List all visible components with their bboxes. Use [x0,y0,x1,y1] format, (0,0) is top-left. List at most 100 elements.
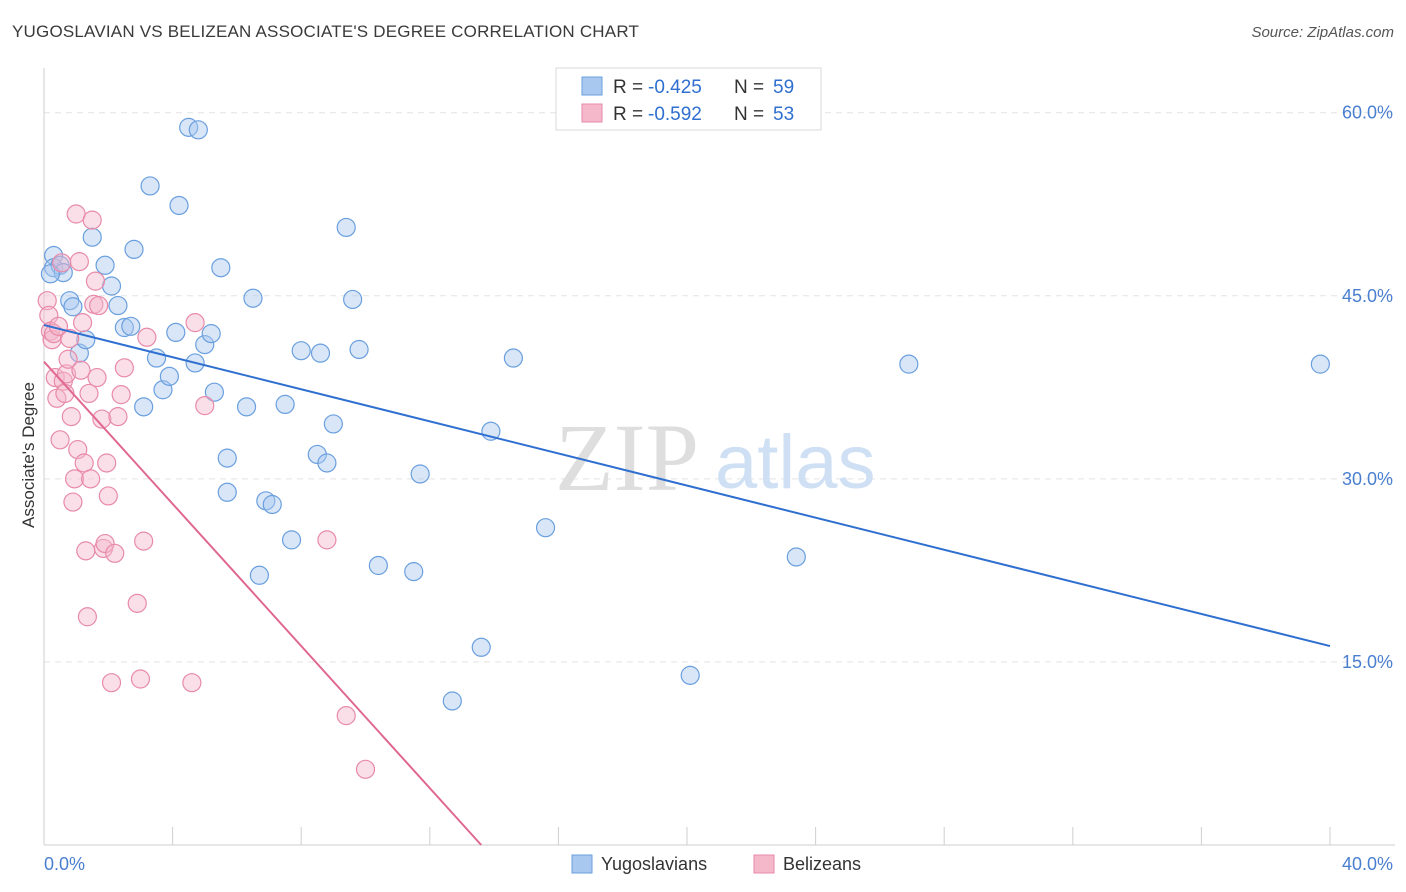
belizean-point-36 [101,673,122,693]
belizean-point-47 [195,396,215,416]
belizean-point-39 [111,385,131,405]
yugoslavian-point-54 [680,665,700,685]
yugoslavian-point-5 [63,297,83,317]
yugoslavian-point-57 [1310,354,1330,374]
yugoslavian-point-36 [275,394,295,415]
yugoslavian-point-43 [336,217,356,238]
belizean-point-35 [98,486,118,506]
y-tick-label-0: 15.0% [1342,652,1393,672]
belizean-point-30 [89,295,109,316]
belizean-point-45 [182,673,202,693]
yugoslavian-point-39 [310,343,331,363]
yugoslavian-point-46 [368,555,388,576]
belizean-point-42 [130,669,151,689]
watermark: ZIP atlas [555,404,876,511]
yugoslavian-point-14 [124,239,144,260]
belizean-point-41 [127,593,147,613]
y-tick-label-2: 45.0% [1342,286,1393,306]
yugoslavian-point-37 [281,530,302,550]
yugoslavian-point-33 [249,565,270,585]
yugoslavian-point-16 [140,176,160,196]
y-tick-label-3: 60.0% [1342,103,1393,123]
belizean-point-13 [61,407,81,427]
yugoslavian-point-15 [134,397,154,417]
yugoslavian-point-29 [217,448,237,468]
yugoslavian-point-12 [114,317,134,338]
belizean-point-26 [82,210,102,230]
tick-labels: 15.0% 30.0% 45.0% 60.0% 0.0% 40.0% [44,103,1393,874]
belizean-point-46 [185,313,205,333]
chart-title: YUGOSLAVIAN VS BELIZEAN ASSOCIATE'S DEGR… [12,22,640,41]
x-tick-label-1: 40.0% [1342,854,1393,874]
yugoslavian-point-55 [786,547,806,567]
yugoslavian-point-42 [323,414,343,434]
belizean-point-29 [87,367,107,388]
belizean-point-17 [69,252,89,272]
bottom-legend: Yugoslavians Belizeans [571,854,861,874]
yugoslavian-point-48 [410,464,430,484]
yugoslavian-point-50 [471,637,491,657]
legend-r-value-2: -0.592 [648,104,702,125]
belizean-point-16 [66,204,86,224]
belizean-point-15 [64,469,85,489]
belizean-point-14 [63,492,83,512]
axes [43,68,1395,846]
y-tick-label-1: 30.0% [1342,469,1393,489]
watermark-zip: ZIP [555,404,699,511]
belizean-point-12 [60,328,80,349]
belizean-point-22 [76,541,96,561]
legend-n-value-1: 59 [773,77,794,98]
yugoslavian-point-9 [95,255,115,275]
yugoslavian-point-8 [82,227,102,247]
legend-r-label-2: R = [613,104,643,125]
belizean-point-24 [79,383,99,404]
bottom-legend-swatch-belizeans [753,854,775,874]
yugoslavian-point-32 [243,288,263,308]
yugoslavian-point-56 [899,354,919,374]
legend-r-value-1: -0.425 [648,77,702,98]
belizean-point-10 [56,364,77,384]
legend-n-label-2: N = [734,104,764,125]
legend-n-label-1: N = [734,77,764,98]
belizean-point-9 [55,383,75,404]
legend-n-value-2: 53 [773,104,794,125]
belizean-point-1 [39,305,59,325]
yugoslavian-point-19 [159,366,179,386]
bottom-legend-label-belizeans: Belizeans [783,854,861,874]
yugoslavian-point-28 [211,258,231,278]
belizean-point-34 [97,453,117,473]
belizean-point-23 [77,607,98,627]
yugoslavian-point-23 [188,120,208,140]
yugoslavian-point-45 [349,339,369,360]
yugoslavian-trend-line [43,324,1331,648]
trend-lines [43,324,1331,846]
legend-r-label-1: R = [613,77,643,98]
yugoslavian-point-13 [121,316,141,336]
yugoslavian-point-44 [343,289,363,310]
yugoslavian-point-20 [166,322,186,343]
belizean-point-19 [71,360,91,380]
belizean-trend-line [43,361,482,846]
belizean-point-31 [92,409,112,429]
belizean-point-7 [50,430,70,450]
yugoslavian-point-35 [262,494,282,515]
x-tick-label-0: 0.0% [44,854,85,874]
yugoslavian-point-41 [317,453,337,473]
belizean-point-25 [81,469,101,489]
yugoslavian-point-30 [217,482,237,502]
bottom-legend-label-yugoslavians: Yugoslavians [601,854,707,874]
yugoslavian-point-11 [108,295,128,316]
yugoslavian-point-49 [442,691,462,711]
yugoslavian-point-26 [201,324,221,344]
belizean-point-52 [52,253,72,273]
belizean-point-38 [108,407,128,427]
legend-box: R = -0.425 N = 59 R = -0.592 N = 53 [555,67,822,131]
belizean-point-43 [134,531,154,551]
belizean-point-28 [85,271,106,291]
yugoslavian-point-25 [195,335,215,355]
bottom-legend-swatch-yugoslavians [571,854,593,874]
gridlines [44,112,1395,663]
legend-swatch-blue [581,76,603,96]
belizean-point-44 [137,327,157,347]
